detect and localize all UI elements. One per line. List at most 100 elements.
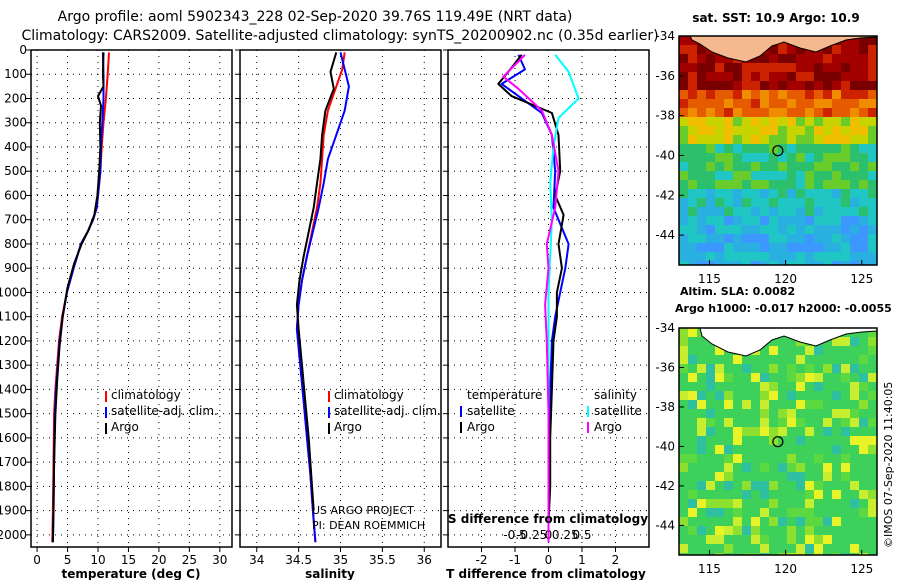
sst-cell — [832, 225, 841, 234]
sst-cell — [832, 261, 841, 265]
lon-tick-label: 115 — [698, 272, 721, 286]
sst-cell — [832, 234, 841, 243]
sst-cell — [796, 252, 805, 261]
lon-tick-label: 120 — [774, 562, 797, 576]
sla-cell — [751, 409, 760, 418]
sla-cell — [679, 364, 688, 373]
sst-cell — [859, 90, 868, 99]
sla-cell — [850, 346, 859, 355]
sst-cell — [805, 126, 814, 135]
sst-cell — [697, 180, 706, 189]
sla-cell — [742, 553, 751, 555]
x-tick-label: 2 — [612, 553, 620, 567]
sla-cell — [679, 409, 688, 418]
sla-cell — [832, 382, 841, 391]
sst-cell — [688, 243, 697, 252]
sla-cell — [715, 436, 724, 445]
sst-cell — [751, 81, 760, 90]
sla-cell — [679, 400, 688, 409]
sst-cell — [724, 90, 733, 99]
x-tick-label: 5 — [64, 553, 72, 567]
sla-cell — [832, 517, 841, 526]
sla-cell — [724, 499, 733, 508]
sla-cell — [850, 418, 859, 427]
sla-cell — [724, 517, 733, 526]
sla-cell — [751, 391, 760, 400]
sst-cell — [850, 261, 859, 265]
sst-cell — [679, 162, 688, 171]
sst-cell — [787, 162, 796, 171]
sla-cell — [841, 355, 850, 364]
sla-cell — [823, 454, 832, 463]
sla-cell — [832, 445, 841, 454]
sla-cell — [778, 454, 787, 463]
sst-cell — [850, 198, 859, 207]
sst-cell — [796, 225, 805, 234]
sst-cell — [823, 171, 832, 180]
sla-cell — [733, 409, 742, 418]
sla-cell — [688, 490, 697, 499]
salinity-axis-label: salinity — [305, 567, 355, 580]
sla-cell — [742, 382, 751, 391]
sst-cell — [688, 126, 697, 135]
sla-cell — [850, 355, 859, 364]
sst-cell — [823, 108, 832, 117]
sla-cell — [823, 427, 832, 436]
sst-cell — [751, 90, 760, 99]
sla-cell — [823, 391, 832, 400]
sla-cell — [724, 472, 733, 481]
sst-cell — [841, 117, 850, 126]
sst-cell — [814, 180, 823, 189]
sla-cell — [715, 427, 724, 436]
sla-cell — [769, 364, 778, 373]
sst-cell — [868, 54, 877, 63]
sla-cell — [787, 454, 796, 463]
sst-cell — [778, 135, 787, 144]
sla-cell — [787, 517, 796, 526]
sla-cell — [850, 445, 859, 454]
sla-cell — [679, 436, 688, 445]
sst-cell — [688, 81, 697, 90]
sst-cell — [805, 252, 814, 261]
sla-cell — [742, 463, 751, 472]
sla-cell — [787, 436, 796, 445]
sst-cell — [868, 144, 877, 153]
sst-cell — [769, 90, 778, 99]
sla-cell — [814, 418, 823, 427]
sst-cell — [868, 162, 877, 171]
sst-cell — [742, 180, 751, 189]
sla-cell — [679, 499, 688, 508]
sla-cell — [679, 427, 688, 436]
sst-cell — [706, 99, 715, 108]
legend-title-temperature: temperature — [467, 388, 542, 402]
sla-cell — [787, 418, 796, 427]
t-difference-axis-label: T difference from climatology — [446, 567, 646, 580]
sst-cell — [679, 36, 688, 45]
sst-cell — [868, 108, 877, 117]
sst-cell — [814, 63, 823, 72]
sst-cell — [751, 135, 760, 144]
lon-tick-label: 125 — [850, 272, 873, 286]
sst-cell — [733, 234, 742, 243]
sst-cell — [805, 90, 814, 99]
sst-cell — [805, 135, 814, 144]
sst-cell — [787, 216, 796, 225]
sst-cell — [706, 135, 715, 144]
sla-cell — [706, 472, 715, 481]
title-line-1: Argo profile: aoml 5902343_228 02-Sep-20… — [58, 9, 573, 25]
sla-cell — [832, 427, 841, 436]
sst-cell — [850, 162, 859, 171]
sst-cell — [751, 153, 760, 162]
sst-cell — [688, 72, 697, 81]
sst-cell — [742, 99, 751, 108]
sla-cell — [841, 499, 850, 508]
sst-cell — [706, 81, 715, 90]
sla-cell — [733, 454, 742, 463]
depth-tick-label: 1100 — [0, 310, 27, 324]
temperature-panel: 0100200300400500600700800900100011001200… — [0, 43, 233, 580]
sst-cell — [706, 198, 715, 207]
sla-cell — [715, 382, 724, 391]
sst-cell — [859, 126, 868, 135]
sst-cell — [715, 99, 724, 108]
